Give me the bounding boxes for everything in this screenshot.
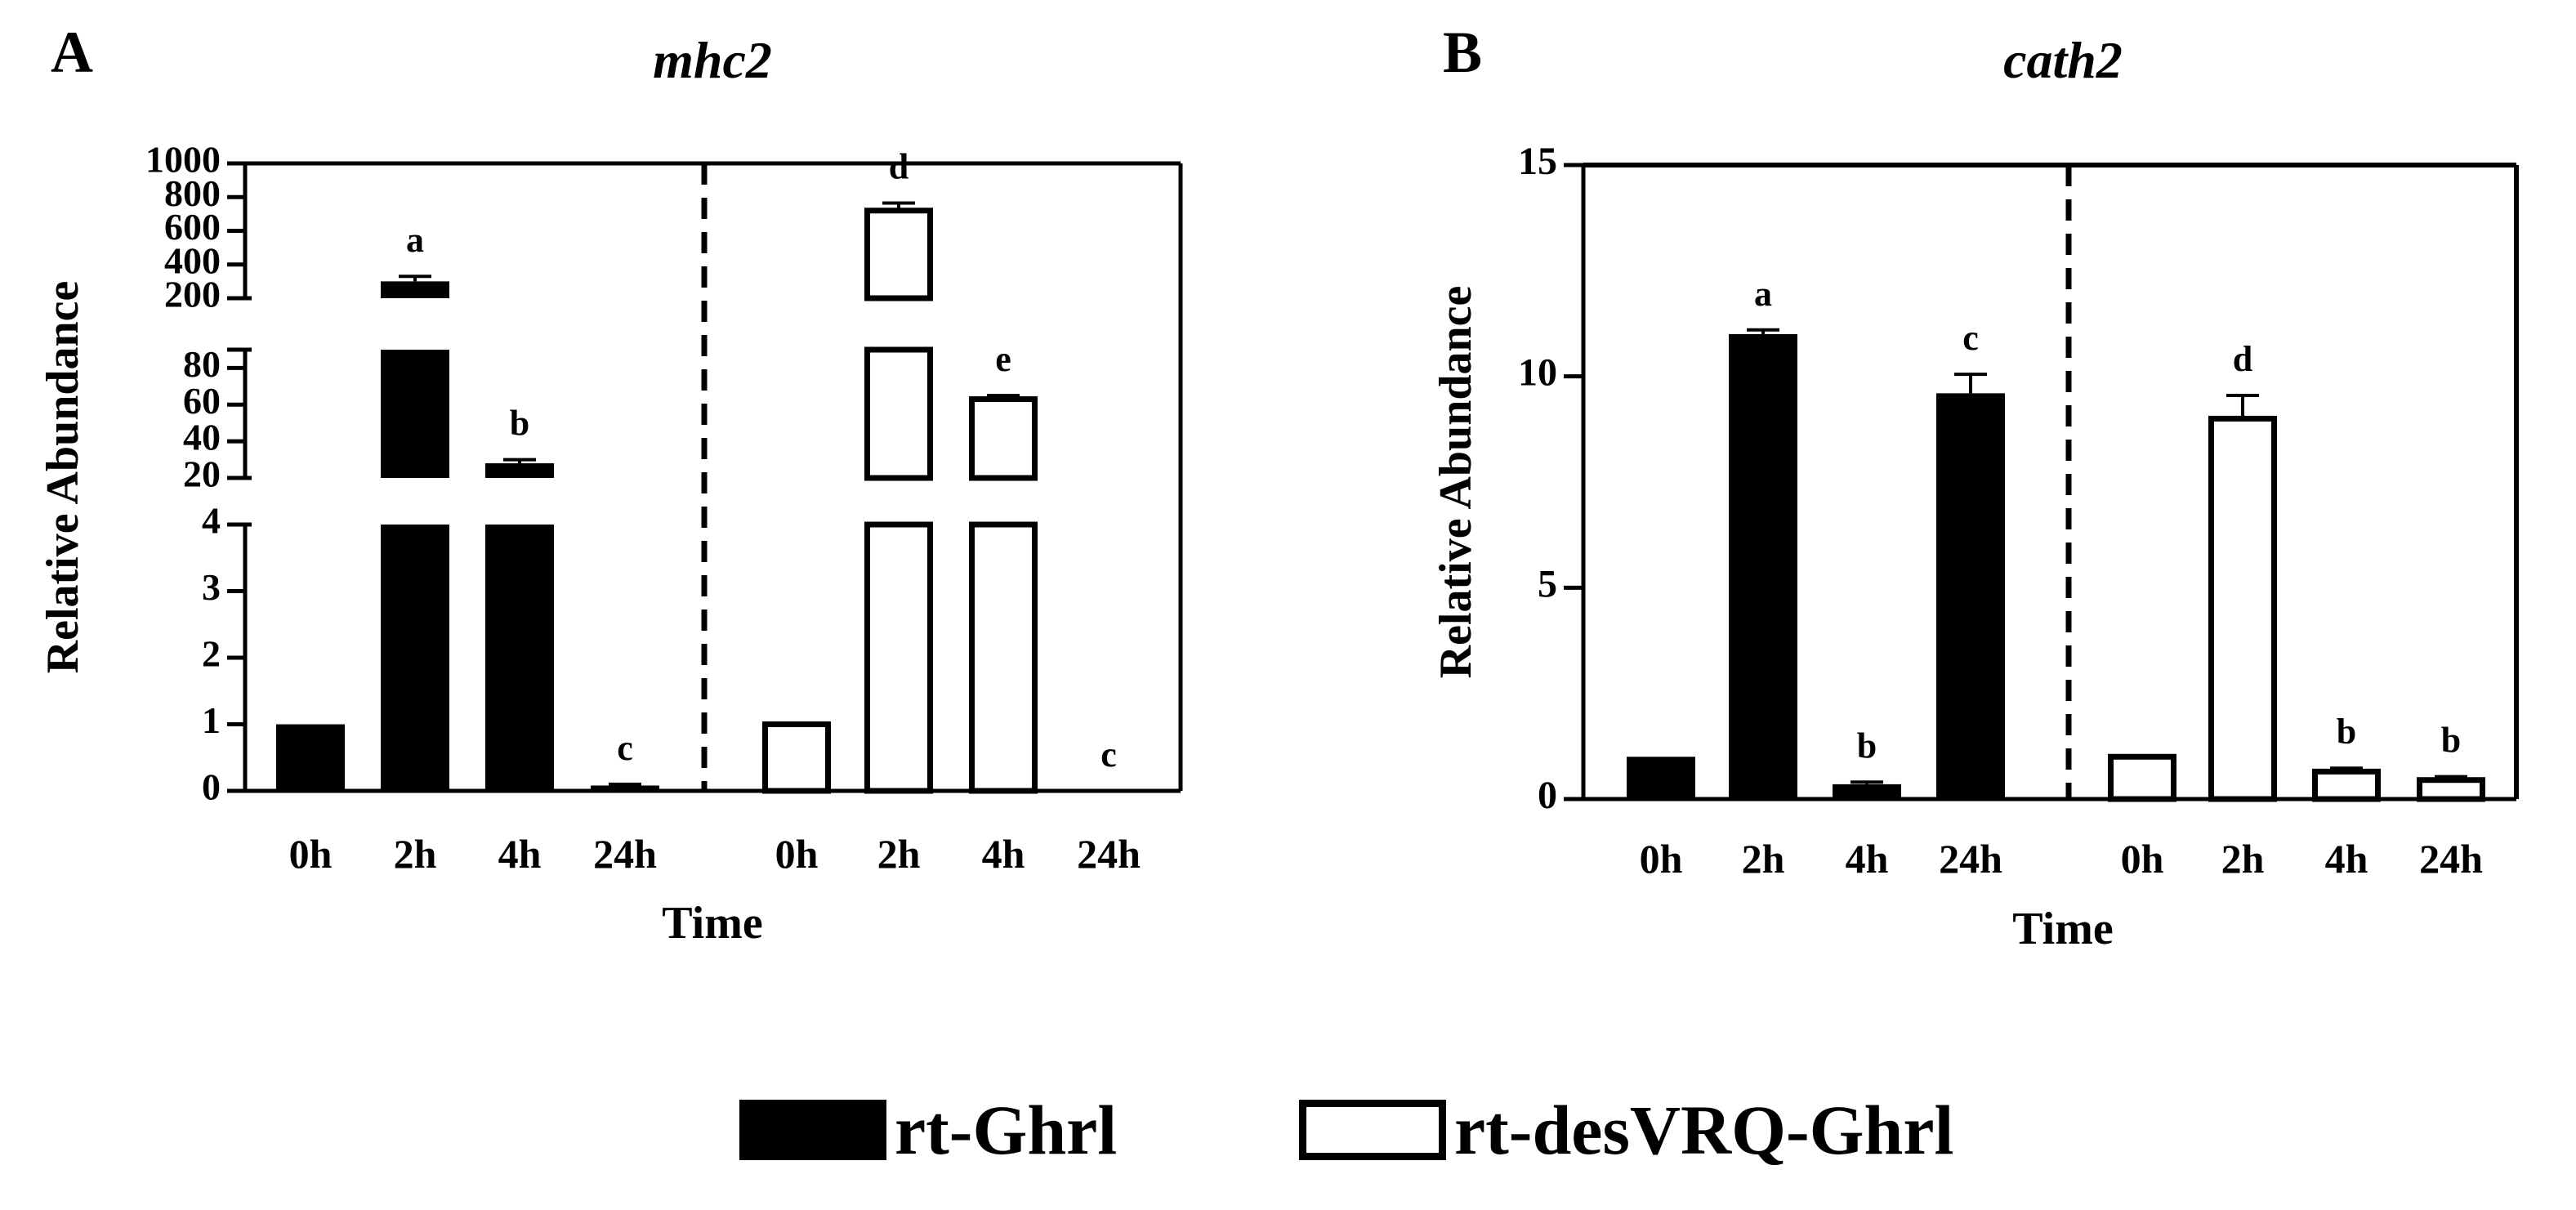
panel-a-significance-letter: b: [510, 404, 529, 444]
panel-a-y-tick-label: 80: [183, 343, 221, 385]
panel-b-bar: [1833, 784, 1901, 799]
panel-b-significance-letter: b: [2337, 712, 2356, 752]
panel-b-x-tick-label: 2h: [1742, 836, 1785, 882]
panel-a-y-tick-label: 3: [202, 566, 221, 608]
panel-b-x-tick-label: 0h: [1640, 836, 1683, 882]
legend-label: rt-Ghrl: [895, 1091, 1118, 1169]
panel-b-x-tick-label: 4h: [1846, 836, 1889, 882]
legend-item-rt-ghrl: rt-Ghrl: [739, 1095, 1117, 1165]
panel-a-significance-letter: c: [617, 728, 633, 768]
panel-b-y-axis-label: Relative Abundance: [1431, 286, 1481, 679]
panel-a-y-tick-label: 60: [183, 380, 221, 422]
panel-b-x-tick-label: 0h: [2121, 836, 2164, 882]
panel-a-x-tick-label: 4h: [982, 831, 1025, 877]
panel-a-bar: [969, 521, 1038, 794]
panel-a-bar: [864, 208, 933, 301]
panel-b-bar: [1936, 393, 2005, 799]
panel-b-y-tick-label: 5: [1538, 562, 1557, 605]
panel-b-x-tick-label: 4h: [2325, 836, 2368, 882]
panel-a-bar: [485, 525, 554, 791]
panel-a-y-tick-label: 2: [202, 633, 221, 675]
panel-b-title: cath2: [2003, 31, 2123, 89]
panel-b-bar: [2208, 415, 2277, 802]
panel-b-bar: [1729, 333, 1797, 799]
panel-b-bar: [2108, 753, 2176, 802]
panel-a-y-axis-label: Relative Abundance: [38, 281, 88, 674]
legend-item-rt-desvrq-ghrl: rt-desVRQ-Ghrl: [1299, 1095, 1953, 1165]
legend-label: rt-desVRQ-Ghrl: [1454, 1091, 1954, 1169]
panel-a-significance-letter: d: [889, 146, 909, 186]
panel-a-bar: [864, 346, 933, 481]
panel-a-bar: [762, 721, 831, 794]
panel-a-bar: [276, 724, 345, 791]
panel-a-y-tick-label: 4: [202, 500, 221, 542]
panel-label-a: A: [51, 20, 93, 85]
panel-b-x-tick-label: 2h: [2221, 836, 2265, 882]
panel-a-x-tick-label: 4h: [498, 831, 542, 877]
panel-a-y-tick-label: 1: [202, 699, 221, 741]
panel-b-x-tick-label: 24h: [2419, 836, 2483, 882]
panel-b-x-axis-label: Time: [2012, 904, 2113, 954]
panel-b-significance-letter: b: [2441, 721, 2461, 761]
panel-a-bar: [381, 350, 449, 478]
panel-a-y-tick-label: 200: [164, 274, 221, 315]
panel-b-bar: [2417, 777, 2485, 802]
panel-b-significance-letter: a: [1754, 274, 1772, 314]
panel-a-x-tick-label: 2h: [877, 831, 921, 877]
panel-a-bar: [381, 281, 449, 298]
panel-a-x-tick-label: 0h: [775, 831, 819, 877]
panel-a-bar: [969, 396, 1038, 481]
panel-a-x-tick-label: 2h: [394, 831, 437, 877]
panel-a-significance-letter: c: [1100, 734, 1117, 775]
panel-a-x-tick-label: 0h: [289, 831, 333, 877]
panel-a-bar: [485, 463, 554, 478]
panel-a-bar: [381, 525, 449, 791]
panel-b-y-tick-label: 0: [1538, 774, 1557, 817]
panel-a-y-tick-label: 800: [164, 172, 221, 214]
panel-label-b: B: [1443, 20, 1482, 85]
panel-b-significance-letter: d: [2233, 339, 2252, 379]
panel-b-x-tick-label: 24h: [1939, 836, 2002, 882]
panel-a-y-tick-label: 0: [202, 766, 221, 808]
panel-b-bar: [2312, 768, 2381, 802]
legend-swatch-filled: [739, 1100, 886, 1160]
panel-a-bar: [591, 785, 659, 791]
legend: rt-Ghrl rt-desVRQ-Ghrl: [0, 1095, 2576, 1193]
panel-a-x-tick-label: 24h: [1077, 831, 1141, 877]
panel-a-significance-letter: a: [406, 220, 424, 260]
panel-b-significance-letter: b: [1857, 726, 1877, 766]
panel-a-significance-letter: e: [995, 339, 1011, 379]
legend-swatch-open: [1299, 1100, 1446, 1160]
panel-a-bar: [864, 521, 933, 794]
panel-a-y-tick-label: 40: [183, 417, 221, 458]
panel-a-y-tick-label: 400: [164, 239, 221, 281]
panel-a-y-tick-label: 1000: [145, 139, 221, 181]
panel-b-significance-letter: c: [1962, 318, 1979, 358]
panel-a-y-tick-label: 600: [164, 206, 221, 248]
panel-b-y-tick-label: 15: [1518, 140, 1557, 183]
panel-a-title: mhc2: [653, 31, 772, 89]
panel-b-bar: [1627, 757, 1695, 799]
panel-b-y-tick-label: 10: [1518, 351, 1557, 395]
panel-a-x-axis-label: Time: [662, 898, 762, 949]
panel-a-x-tick-label: 24h: [593, 831, 657, 877]
panel-a-y-tick-label: 20: [183, 453, 221, 495]
